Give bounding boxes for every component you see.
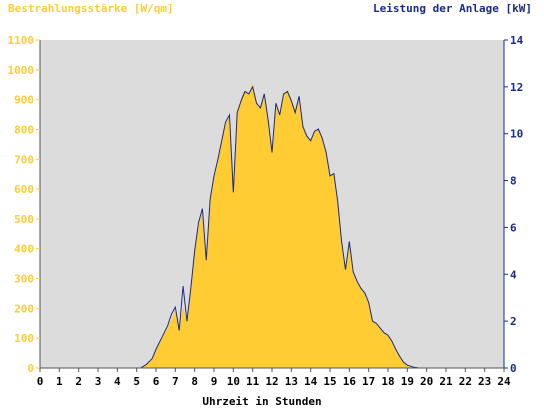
x-tick-label: 7 — [172, 375, 179, 388]
right-tick-label: 0 — [510, 362, 517, 375]
right-tick-label: 8 — [510, 175, 517, 188]
left-tick-label: 500 — [14, 213, 34, 226]
left-tick-label: 0 — [27, 362, 34, 375]
x-tick-label: 19 — [401, 375, 414, 388]
x-tick-label: 4 — [114, 375, 121, 388]
left-tick-label: 300 — [14, 273, 34, 286]
right-tick-label: 4 — [510, 268, 517, 281]
x-tick-label: 3 — [95, 375, 102, 388]
x-tick-label: 14 — [304, 375, 318, 388]
x-tick-label: 22 — [459, 375, 472, 388]
x-tick-label: 6 — [153, 375, 160, 388]
x-tick-label: 15 — [323, 375, 336, 388]
x-tick-label: 18 — [381, 375, 394, 388]
x-tick-label: 16 — [343, 375, 357, 388]
x-tick-label: 1 — [56, 375, 63, 388]
power-line — [40, 85, 504, 369]
left-tick-label: 400 — [14, 243, 34, 256]
left-tick-label: 800 — [14, 123, 34, 136]
left-axis-title: Bestrahlungsstärke [W/qm] — [8, 2, 174, 15]
x-tick-label: 24 — [497, 375, 511, 388]
x-tick-label: 2 — [75, 375, 82, 388]
left-tick-label: 100 — [14, 332, 34, 345]
left-tick-label: 700 — [14, 153, 34, 166]
x-tick-label: 23 — [478, 375, 491, 388]
x-tick-label: 12 — [265, 375, 278, 388]
left-tick-label: 200 — [14, 302, 34, 315]
x-tick-label: 10 — [227, 375, 240, 388]
left-tick-label: 900 — [14, 94, 34, 107]
x-tick-label: 20 — [420, 375, 433, 388]
right-tick-label: 2 — [510, 315, 517, 328]
x-tick-label: 21 — [439, 375, 453, 388]
left-tick-label: 600 — [14, 183, 34, 196]
right-tick-label: 6 — [510, 221, 517, 234]
right-axis-ticks: 0 2 4 6 8 10 12 14 — [504, 34, 524, 375]
x-tick-label: 8 — [191, 375, 198, 388]
x-axis-ticks: 0 1 2 3 4 5 6 7 8 9 10 11 12 13 14 15 16 17 18 19 20 21 22 23 24 — [37, 368, 511, 388]
x-tick-label: 0 — [37, 375, 44, 388]
left-tick-label: 1100 — [8, 34, 35, 47]
left-tick-label: 1000 — [8, 64, 35, 77]
x-tick-label: 11 — [246, 375, 260, 388]
x-axis-title: Uhrzeit in Stunden — [202, 395, 321, 408]
left-axis-ticks: 0 100 200 300 400 500 600 700 800 900 1000 1100 — [8, 34, 40, 375]
right-tick-label: 10 — [510, 128, 523, 141]
x-tick-label: 17 — [362, 375, 375, 388]
right-tick-label: 12 — [510, 81, 523, 94]
x-tick-label: 5 — [133, 375, 140, 388]
right-axis-title: Leistung der Anlage [kW] — [373, 2, 532, 15]
x-tick-label: 9 — [211, 375, 218, 388]
x-tick-label: 13 — [285, 375, 298, 388]
right-tick-label: 14 — [510, 34, 524, 47]
